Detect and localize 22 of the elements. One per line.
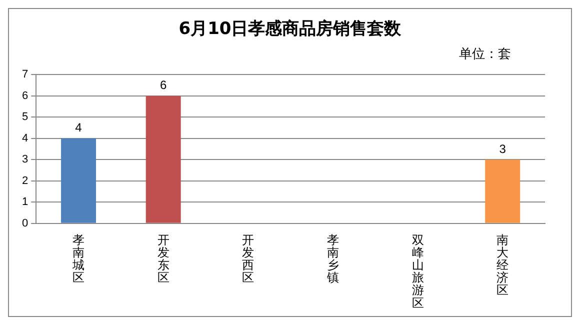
x-tick-label: 南大经济区 bbox=[496, 232, 509, 298]
y-tick-label: 4 bbox=[22, 132, 28, 144]
x-tick-label: 开发东区 bbox=[157, 232, 170, 285]
x-tick-label: 孝南城区 bbox=[72, 232, 85, 285]
y-tick-label: 7 bbox=[22, 68, 28, 81]
y-tick-label: 3 bbox=[22, 154, 28, 166]
y-tick-label: 2 bbox=[22, 174, 28, 187]
text: 单位：套 bbox=[459, 46, 511, 63]
data-label: 6 bbox=[160, 78, 167, 92]
data-label: 4 bbox=[75, 120, 82, 135]
x-tick-label: 双峰山旅游区 bbox=[412, 232, 424, 310]
y-tick-label: 6 bbox=[22, 90, 28, 102]
data-label: 3 bbox=[499, 142, 506, 156]
x-tick-label: 开发西区 bbox=[242, 232, 254, 285]
y-tick-label: 0 bbox=[22, 217, 28, 230]
x-tick-label: 孝南乡镇 bbox=[326, 232, 339, 285]
chart-title: 6月10日孝感商品房销售套数 bbox=[178, 18, 402, 40]
y-tick-label: 5 bbox=[22, 111, 28, 124]
y-tick-label: 1 bbox=[22, 196, 28, 208]
bar bbox=[146, 96, 181, 223]
bar bbox=[61, 138, 96, 223]
bar bbox=[485, 160, 520, 223]
